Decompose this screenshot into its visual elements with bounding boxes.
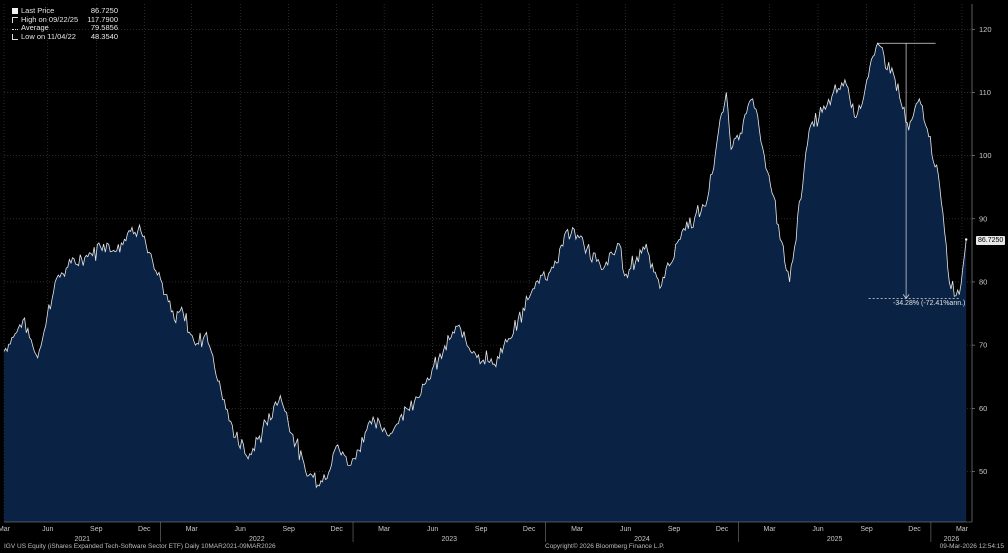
x-month-label: Dec xyxy=(908,526,921,533)
x-month-label: Mar xyxy=(186,526,199,533)
legend-value: 86.7250 xyxy=(90,6,118,15)
x-year-label: 2023 xyxy=(441,536,457,543)
x-year-label: 2021 xyxy=(75,536,91,543)
last-price-tag: 86.7250 xyxy=(976,236,1006,245)
price-area-fill xyxy=(4,43,967,522)
y-tick-label: 90 xyxy=(979,214,987,223)
y-tick-label: 50 xyxy=(979,467,987,476)
x-month-label: Dec xyxy=(138,526,151,533)
x-month-label: Jun xyxy=(427,526,438,533)
low-marker-icon xyxy=(12,33,18,40)
legend-value: 117.7900 xyxy=(87,14,118,24)
legend-label: High on 09/22/25 xyxy=(21,14,79,24)
x-month-label: Jun xyxy=(812,526,823,533)
x-month-label: Dec xyxy=(523,526,536,533)
legend-last-price: Last Price 86.7250 xyxy=(12,6,118,16)
x-month-label: Mar xyxy=(956,526,969,533)
x-month-label: Jun xyxy=(42,526,53,533)
y-tick-label: 60 xyxy=(979,404,987,413)
footer-timestamp: 09-Mar-2026 12:54:15 xyxy=(939,543,1004,550)
y-tick-label: 100 xyxy=(979,151,992,160)
x-year-label: 2022 xyxy=(249,536,265,543)
y-tick-label: 80 xyxy=(979,277,987,286)
filled-square-icon xyxy=(12,8,18,15)
x-month-label: Sep xyxy=(668,526,681,533)
high-marker-icon xyxy=(12,16,18,23)
drawdown-arrow-icon xyxy=(902,294,910,299)
legend-average: Average 79.5856 xyxy=(12,23,118,33)
legend-value: 48.3540 xyxy=(90,31,118,41)
drawdown-label: -34.28% (-72.41%ann.) xyxy=(893,300,966,307)
x-month-label: Sep xyxy=(860,526,873,533)
y-tick-label: 110 xyxy=(979,88,991,97)
x-month-label: Sep xyxy=(475,526,488,533)
x-year-label: 2026 xyxy=(944,536,960,543)
x-month-label: Mar xyxy=(571,526,584,533)
x-month-label: Mar xyxy=(764,526,777,533)
x-month-label: Mar xyxy=(378,526,391,533)
y-tick-label: 70 xyxy=(979,341,987,350)
x-month-label: Jun xyxy=(235,526,246,533)
legend-high: High on 09/22/25 117.7900 xyxy=(12,14,118,25)
legend-low: Low on 11/04/22 48.3540 xyxy=(12,31,118,42)
x-month-label: Mar xyxy=(0,526,11,533)
y-tick-label: 120 xyxy=(979,25,992,34)
x-year-label: 2024 xyxy=(634,536,650,543)
chart-legend: Last Price 86.7250 High on 09/22/25 117.… xyxy=(12,6,118,42)
x-month-label: Jun xyxy=(620,526,631,533)
footer-copyright: Copyright© 2026 Bloomberg Finance L.P. xyxy=(545,543,665,550)
x-month-label: Sep xyxy=(282,526,295,533)
price-line xyxy=(3,42,967,489)
x-month-label: Dec xyxy=(716,526,729,533)
last-price-point xyxy=(965,238,968,241)
legend-label: Average xyxy=(21,23,49,32)
x-month-label: Sep xyxy=(90,526,103,533)
legend-label: Low on 11/04/22 xyxy=(21,31,76,41)
x-year-label: 2025 xyxy=(827,536,843,543)
legend-value: 79.5856 xyxy=(90,23,118,32)
footer-security-description: IGV US Equity (iShares Expanded Tech-Sof… xyxy=(4,543,276,550)
average-line-icon xyxy=(12,28,18,30)
legend-label: Last Price xyxy=(21,6,55,15)
x-month-label: Dec xyxy=(330,526,343,533)
